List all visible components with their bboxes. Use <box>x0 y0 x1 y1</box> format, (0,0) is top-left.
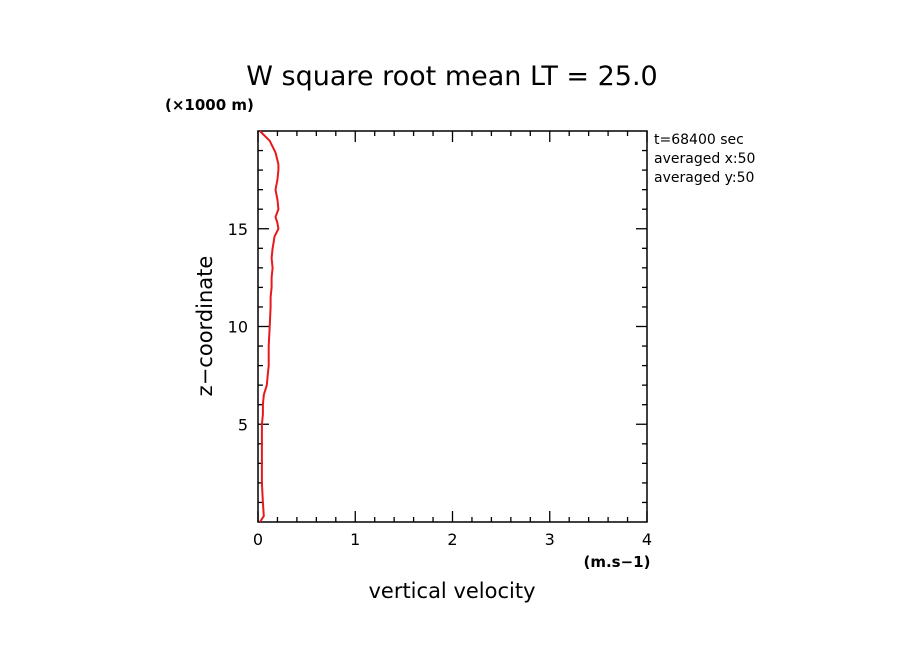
x-tick-label: 1 <box>350 530 360 549</box>
y-tick-label: 10 <box>228 318 248 337</box>
annotation-avg-y: averaged y:50 <box>654 170 754 186</box>
chart-title: W square root mean LT = 25.0 <box>246 61 657 92</box>
y-axis-label: z−coordinate <box>193 256 217 397</box>
annotation-avg-x: averaged x:50 <box>654 151 755 167</box>
x-tick-label: 2 <box>447 530 457 549</box>
x-axis-unit: (m.s−1) <box>584 553 651 571</box>
y-tick-label: 5 <box>238 415 248 434</box>
y-tick-labels: 5 10 15 <box>228 220 248 435</box>
x-tick-label: 3 <box>545 530 555 549</box>
annotation-time: t=68400 sec <box>654 132 744 148</box>
x-tick-label: 0 <box>253 530 263 549</box>
y-axis-unit: (×1000 m) <box>165 96 254 114</box>
axis-ticks <box>257 131 648 522</box>
x-tick-label: 4 <box>642 530 652 549</box>
series-line <box>259 130 280 523</box>
plot-frame <box>257 130 648 523</box>
x-tick-labels: 0 1 2 3 4 <box>253 530 652 549</box>
y-tick-label: 15 <box>228 220 248 239</box>
x-axis-label: vertical velocity <box>368 579 535 603</box>
